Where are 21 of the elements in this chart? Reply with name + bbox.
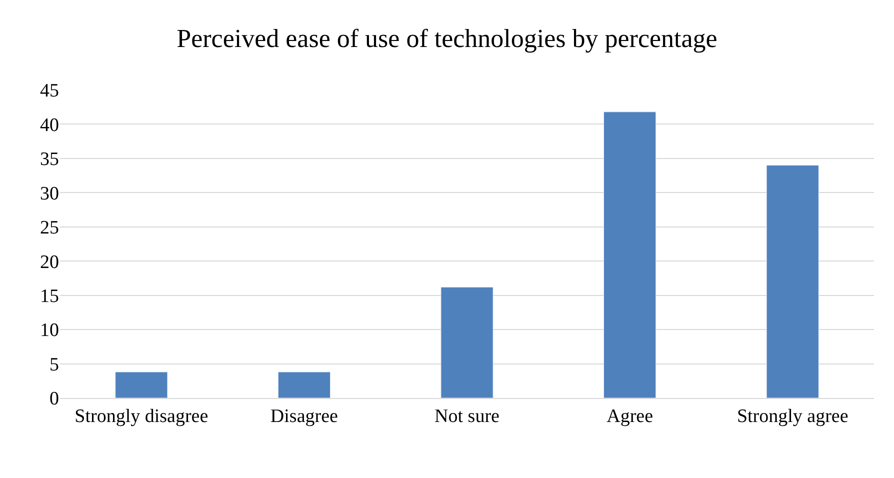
y-tick-label: 5 [50,354,59,376]
y-tick-label: 40 [40,114,59,136]
y-tick-label: 45 [40,80,59,102]
bar [115,372,168,398]
chart-title: Perceived ease of use of technologies by percentage [176,24,718,53]
x-tick-label: Strongly disagree [74,406,208,427]
x-tick-label: Agree [606,406,654,427]
x-tick-label: Strongly agree [736,406,848,427]
bar [440,286,494,398]
bar [604,112,656,398]
y-tick-label: 20 [40,252,59,273]
y-tick-label: 10 [40,320,59,342]
x-tick-label: Disagree [270,406,338,427]
y-tick-label: 0 [50,388,59,410]
bar [278,372,330,398]
y-tick-label: 15 [40,286,59,307]
y-tick-label: 35 [40,149,59,170]
x-tick-label: Not sure [434,406,500,427]
y-tick-label: 30 [40,183,59,204]
bar [766,165,819,398]
y-tick-label: 25 [40,218,59,239]
